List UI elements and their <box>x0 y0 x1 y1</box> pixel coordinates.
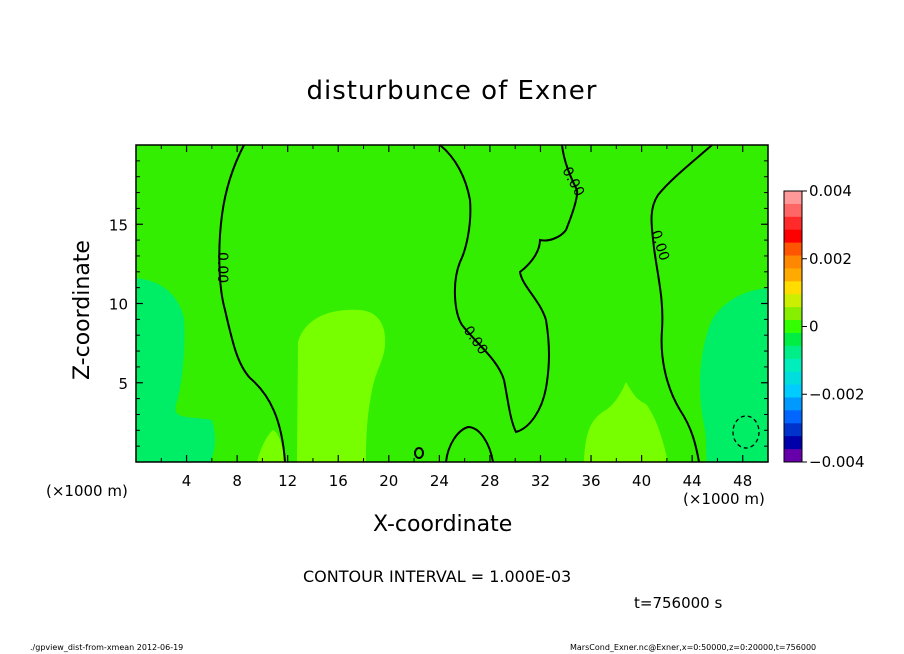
x-unit-note-left: (×1000 m) <box>46 482 128 500</box>
x-tick-label: 4 <box>182 472 192 490</box>
field-region-left-negative <box>136 278 216 462</box>
x-tick-label: 20 <box>379 472 398 490</box>
colorbar-swatch <box>784 384 802 398</box>
colorbar-swatch <box>784 191 802 205</box>
colorbar-swatch <box>784 320 802 334</box>
y-tick-label: 10 <box>109 296 128 314</box>
colorbar-swatch <box>784 307 802 321</box>
contour-label: 0.00 <box>214 252 230 283</box>
x-tick-label: 12 <box>278 472 297 490</box>
colorbar-swatch <box>784 345 802 360</box>
x-tick-label: 8 <box>232 472 242 490</box>
field-region-left-small-positive <box>257 430 284 462</box>
colorbar <box>783 190 803 463</box>
chart-title: disturbunce of Exner <box>306 76 598 106</box>
colorbar-swatch <box>784 216 802 231</box>
field-region-right-negative <box>700 288 768 462</box>
zero-contour-line <box>218 144 286 463</box>
colorbar-swatch <box>784 255 802 269</box>
colorbar-swatch <box>784 436 802 450</box>
x-axis-label: X-coordinate <box>373 512 513 537</box>
colorbar-swatch <box>784 397 802 411</box>
colorbar-swatch <box>784 423 802 437</box>
colorbar-swatch <box>784 203 802 218</box>
colorbar-tick-label: 0.004 <box>809 182 852 200</box>
colorbar-tick-label: 0.002 <box>809 250 852 268</box>
colorbar-swatch <box>784 229 802 244</box>
footer-script-info: ./gpview_dist-from-xmean 2012-06-19 <box>30 643 184 652</box>
negative-dashed-contour <box>732 415 760 449</box>
colorbar-tick-label: −0.002 <box>809 385 865 403</box>
x-tick-label: 32 <box>531 472 550 490</box>
colorbar-tick-label: −0.004 <box>809 453 865 471</box>
colorbar-labels: 0.004 0.002 0 −0.002 −0.004 <box>802 182 865 471</box>
colorbar-tick-label: 0 <box>809 318 819 336</box>
colorbar-swatch <box>784 294 802 308</box>
colorbar-swatch <box>784 358 802 373</box>
x-tick-label: 48 <box>733 472 752 490</box>
y-axis-label: Z-coordinate <box>70 240 95 380</box>
contour-interval-text: CONTOUR INTERVAL = 1.000E-03 <box>303 567 572 586</box>
x-tick-label: 36 <box>581 472 600 490</box>
x-tick-label: 40 <box>632 472 651 490</box>
y-axis: 5 10 15 <box>109 160 768 447</box>
x-tick-label: 44 <box>683 472 702 490</box>
zero-contour-loop <box>414 447 424 459</box>
time-text: t=756000 s <box>634 594 723 612</box>
colorbar-swatch <box>784 332 802 347</box>
x-tick-label: 16 <box>329 472 348 490</box>
colorbar-swatch <box>784 371 802 386</box>
colorbar-swatch <box>784 410 802 424</box>
field-region-center-positive <box>297 309 386 462</box>
colorbar-swatch <box>784 242 802 257</box>
y-tick-label: 5 <box>118 375 128 393</box>
zero-contour-line <box>650 144 713 463</box>
zero-contour-line <box>439 144 579 434</box>
colorbar-swatch <box>784 268 802 282</box>
x-tick-label: 28 <box>480 472 499 490</box>
zero-contour-line <box>445 425 494 463</box>
y-tick-label: 15 <box>109 216 128 234</box>
colorbar-swatch <box>784 449 802 463</box>
x-tick-label: 24 <box>430 472 449 490</box>
footer-data-source: MarsCond_Exner.nc@Exner,x=0:50000,z=0:20… <box>570 643 817 652</box>
colorbar-swatch <box>784 281 802 295</box>
field-region-right-positive <box>584 382 668 462</box>
x-unit-note-right: (×1000 m) <box>683 490 765 508</box>
x-axis: 4 8 12 16 20 24 28 32 36 40 44 48 <box>160 145 752 490</box>
plot-field-base <box>136 145 768 462</box>
